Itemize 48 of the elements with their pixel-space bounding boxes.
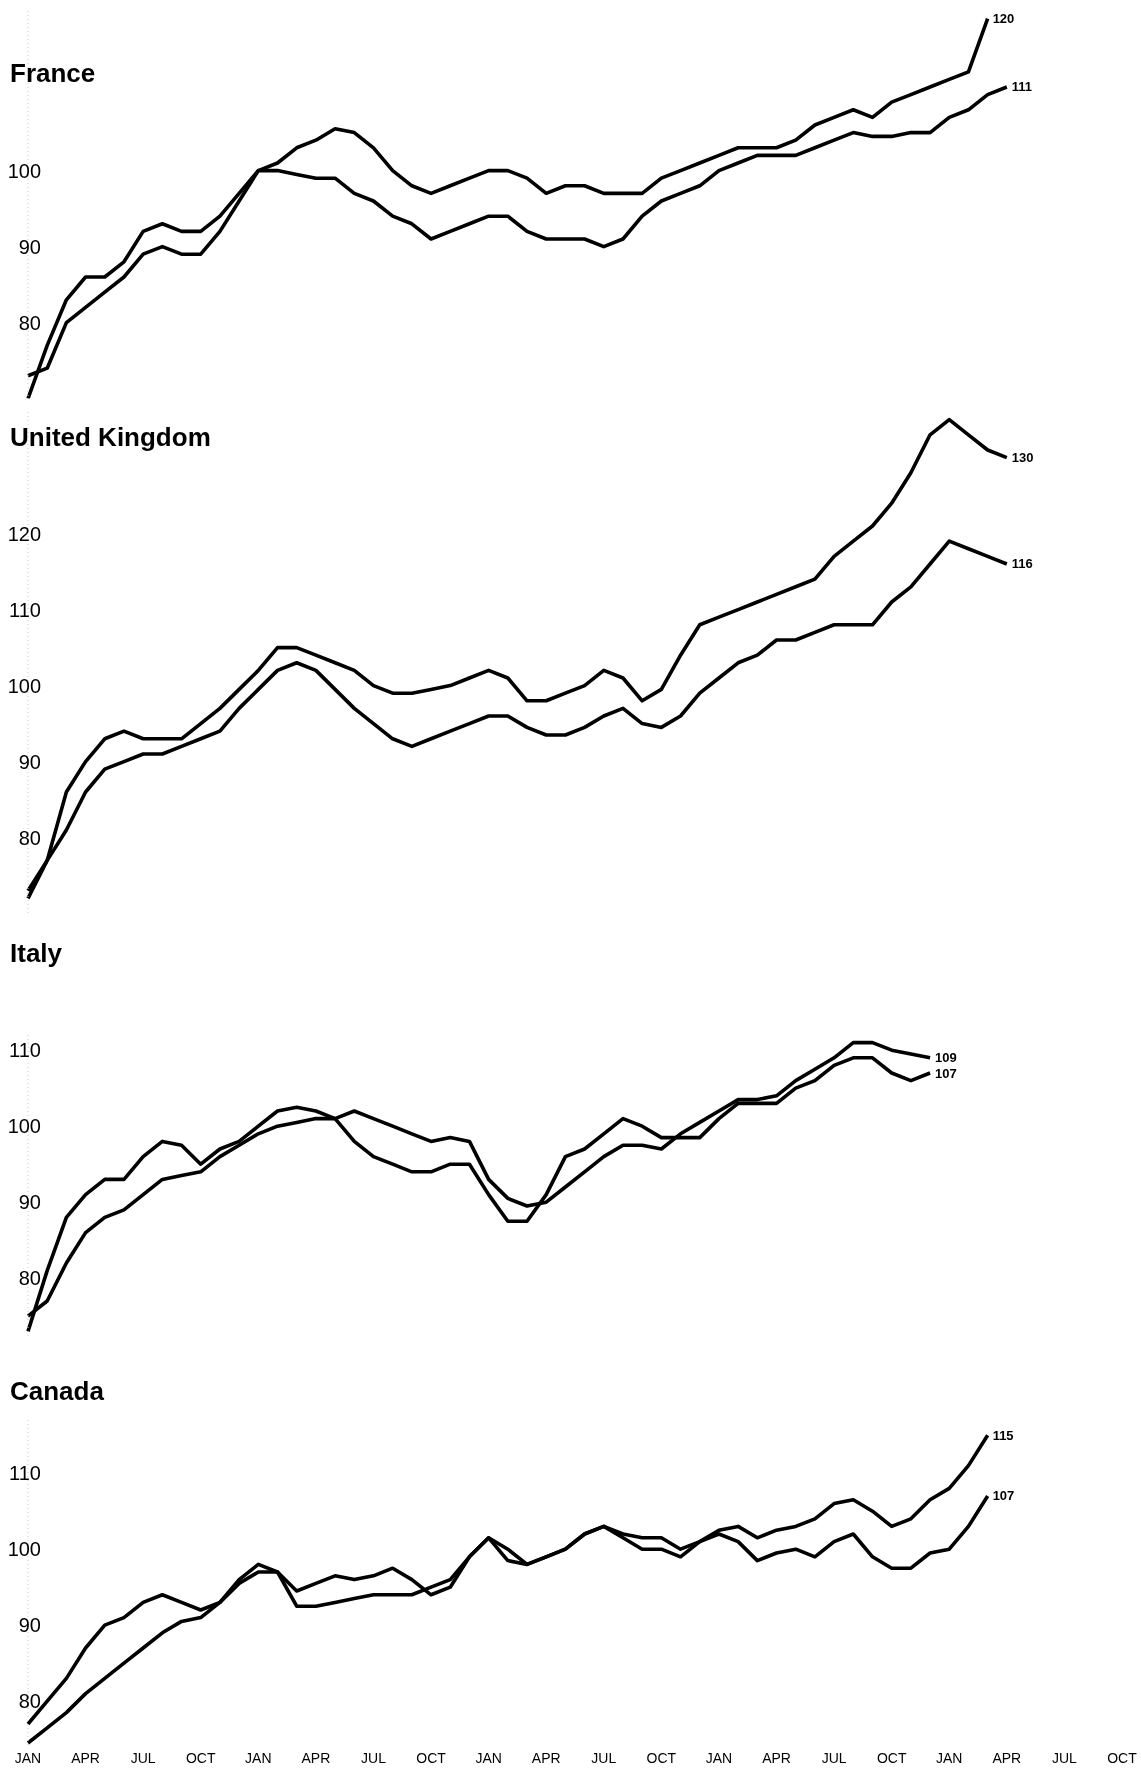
x-tick-label: OCT (876, 1749, 907, 1766)
data-label: 107 (935, 1065, 957, 1081)
y-tick-label: 90 (18, 750, 42, 773)
x-tick-label: APR (531, 1749, 561, 1766)
x-tick-label: JUL (821, 1749, 847, 1766)
x-tick-label: OCT (416, 1749, 447, 1766)
data-label: 130 (1011, 450, 1034, 466)
x-tick-label: JAN (936, 1749, 963, 1766)
y-tick-label: 110 (9, 1039, 41, 1062)
data-label: 115 (992, 1427, 1014, 1443)
x-tick-label: JAN (245, 1749, 272, 1766)
y-tick-label: 90 (18, 1614, 41, 1637)
data-label: 107 (992, 1488, 1015, 1504)
x-tick-label: JUL (1051, 1749, 1078, 1766)
x-tick-label: APR (71, 1749, 100, 1766)
y-tick-label: 110 (9, 598, 42, 621)
y-tick-label: 110 (9, 1462, 41, 1485)
x-tick-label: JUL (361, 1749, 387, 1766)
y-tick-label: 90 (18, 1191, 41, 1214)
data-label: 109 (935, 1050, 957, 1066)
x-tick-label: OCT (646, 1749, 677, 1766)
y-tick-label: 100 (7, 159, 42, 182)
y-tick-label: 80 (18, 311, 42, 334)
x-tick-label: OCT (185, 1749, 216, 1766)
x-tick-label: JUL (591, 1749, 617, 1766)
chart-title: Canada (10, 1376, 104, 1407)
data-label: 116 (1011, 556, 1033, 572)
x-tick-label: APR (992, 1749, 1022, 1766)
data-label: 120 (992, 11, 1015, 27)
data-label: 111 (1011, 79, 1033, 95)
x-tick-label: OCT (1107, 1749, 1138, 1766)
y-tick-label: 80 (18, 826, 42, 849)
y-tick-label: 120 (7, 522, 42, 545)
y-tick-label: 80 (18, 1690, 41, 1713)
y-tick-label: 90 (18, 235, 42, 258)
x-tick-label: JUL (130, 1749, 156, 1766)
x-tick-label: APR (762, 1749, 791, 1766)
chart-title: United Kingdom (10, 422, 211, 453)
y-tick-label: 80 (18, 1267, 41, 1290)
y-tick-label: 100 (7, 674, 42, 697)
y-tick-label: 100 (7, 1538, 41, 1561)
text: France (10, 58, 96, 89)
x-tick-label: JAN (14, 1749, 42, 1766)
chart-title: Italy (10, 938, 63, 969)
x-tick-label: JAN (705, 1749, 733, 1766)
y-tick-label: 100 (7, 1115, 41, 1138)
x-tick-label: APR (301, 1749, 331, 1766)
x-tick-label: JAN (475, 1749, 502, 1766)
